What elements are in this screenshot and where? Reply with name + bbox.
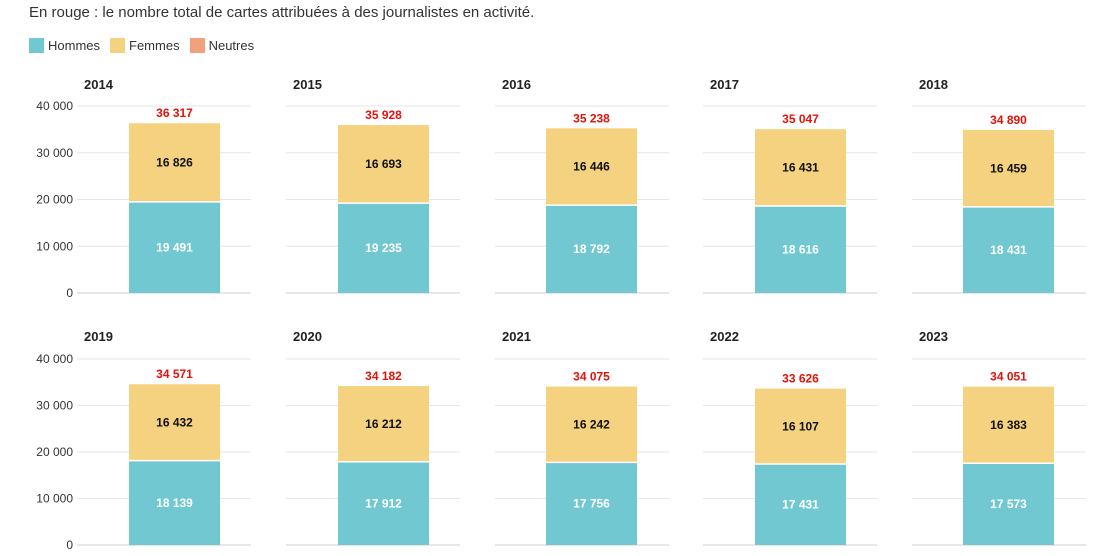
bar-segment-femmes[interactable] [129,123,220,202]
total-value-label: 34 075 [573,370,610,384]
bar-segment-femmes[interactable] [546,128,637,206]
legend-label-femmes: Femmes [129,38,180,53]
total-value-label: 35 047 [782,112,819,126]
y-tick-label: 0 [66,538,73,552]
bar-segment-femmes[interactable] [755,388,846,464]
panel-year-label: 2019 [84,329,113,344]
hommes-value-label: 19 235 [365,241,402,255]
panel-year-label: 2022 [710,329,739,344]
hommes-value-label: 18 792 [573,242,610,256]
bar-segment-femmes[interactable] [755,129,846,206]
total-value-label: 34 182 [365,369,402,383]
legend-label-neutres: Neutres [208,38,255,53]
panel-year-label: 2020 [293,329,322,344]
femmes-value-label: 16 459 [990,161,1027,175]
panel-year-label: 2021 [502,329,531,344]
legend: Hommes Femmes Neutres [29,38,254,53]
femmes-value-label: 16 107 [782,419,819,433]
y-tick-label: 0 [66,286,73,300]
legend-swatch-hommes [29,38,44,53]
panel-year-label: 2016 [502,77,531,92]
femmes-value-label: 16 432 [156,415,193,429]
hommes-value-label: 17 431 [782,497,819,511]
legend-item-neutres[interactable]: Neutres [189,38,255,53]
y-tick-label: 10 000 [36,492,73,506]
hommes-value-label: 17 573 [990,497,1027,511]
bar-segment-hommes[interactable] [129,460,220,545]
bar-segment-femmes[interactable] [338,386,429,462]
bar-segment-hommes[interactable] [546,205,637,293]
y-tick-label: 40 000 [36,352,73,366]
legend-item-femmes[interactable]: Femmes [110,38,180,53]
y-tick-label: 10 000 [36,239,73,253]
femmes-value-label: 16 446 [573,160,610,174]
y-tick-label: 30 000 [36,399,73,413]
bar-segment-femmes[interactable] [546,386,637,463]
total-value-label: 34 051 [990,370,1027,384]
bar-segment-hommes[interactable] [755,463,846,545]
panel-year-label: 2014 [84,77,114,92]
hommes-value-label: 19 491 [156,240,193,254]
panel-year-label: 2018 [919,77,948,92]
legend-swatch-neutres [189,38,205,53]
femmes-value-label: 16 693 [365,157,402,171]
total-value-label: 36 317 [156,106,193,120]
bar-segment-femmes[interactable] [129,384,220,461]
y-tick-label: 20 000 [36,445,73,459]
chart-subtitle: En rouge : le nombre total de cartes att… [29,4,535,21]
total-value-label: 35 238 [573,111,610,125]
bar-segment-hommes[interactable] [338,461,429,545]
bar-segment-femmes[interactable] [338,125,429,204]
y-tick-label: 40 000 [36,99,73,113]
bar-segment-femmes[interactable] [963,129,1054,207]
femmes-value-label: 16 826 [156,156,193,170]
femmes-value-label: 16 383 [990,418,1027,432]
total-value-label: 34 571 [156,367,193,381]
hommes-value-label: 17 912 [365,496,402,510]
y-tick-label: 30 000 [36,146,73,160]
legend-swatch-femmes [110,38,126,53]
bar-segment-hommes[interactable] [338,203,429,293]
legend-label-hommes: Hommes [48,38,101,53]
panel-year-label: 2023 [919,329,948,344]
femmes-value-label: 16 431 [782,161,819,175]
femmes-value-label: 16 242 [573,417,610,431]
bar-segment-hommes[interactable] [129,201,220,293]
panel-year-label: 2017 [710,77,739,92]
total-value-label: 34 890 [990,113,1027,127]
y-tick-label: 20 000 [36,193,73,207]
hommes-value-label: 18 139 [156,496,193,510]
bar-segment-hommes[interactable] [546,462,637,545]
hommes-value-label: 17 756 [573,497,610,511]
panel-year-label: 2015 [293,77,322,92]
hommes-value-label: 18 616 [782,242,819,256]
total-value-label: 35 928 [365,108,402,122]
bar-segment-femmes[interactable] [963,386,1054,464]
total-value-label: 33 626 [782,372,819,386]
legend-item-hommes[interactable]: Hommes [29,38,100,53]
femmes-value-label: 16 212 [365,417,402,431]
bar-segment-hommes[interactable] [963,463,1054,545]
bar-segment-hommes[interactable] [755,205,846,293]
bar-segment-hommes[interactable] [963,206,1054,293]
hommes-value-label: 18 431 [990,243,1027,257]
